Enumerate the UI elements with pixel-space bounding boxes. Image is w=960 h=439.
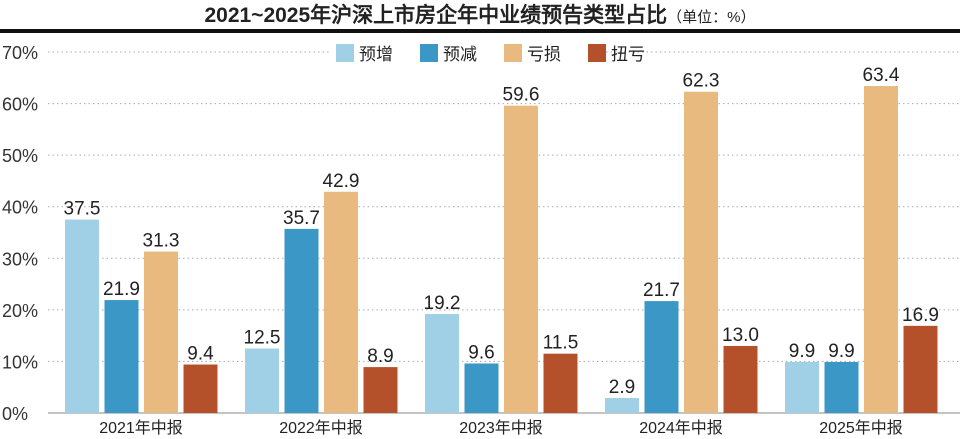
legend-label: 扭亏	[611, 45, 645, 64]
bar-预增-2025年中报	[785, 361, 819, 413]
y-tick-label: 70%	[2, 43, 38, 63]
legend-swatch	[336, 44, 354, 62]
data-label: 12.5	[244, 328, 281, 349]
data-label: 21.9	[103, 279, 140, 300]
data-label: 42.9	[323, 171, 360, 192]
title-rule	[0, 29, 960, 33]
bar-预减-2023年中报	[464, 363, 499, 413]
data-label: 9.6	[468, 342, 494, 363]
y-tick-label: 50%	[2, 146, 38, 166]
bar-预增-2021年中报	[65, 219, 99, 413]
legend-bg	[330, 40, 600, 66]
data-label: 16.9	[902, 305, 939, 326]
data-label: 9.9	[789, 341, 815, 362]
data-label: 9.4	[187, 344, 214, 365]
x-tick-label: 2021年中报	[99, 419, 183, 437]
y-tick-label: 60%	[2, 95, 38, 115]
bar-亏损-2023年中报	[504, 105, 538, 414]
bar-预增-2023年中报	[425, 313, 459, 413]
y-tick-label: 40%	[2, 198, 38, 218]
bar-预减-2022年中报	[284, 228, 319, 413]
bar-扭亏-2024年中报	[723, 345, 758, 413]
y-tick-label: 10%	[2, 352, 38, 372]
y-tick-label: 30%	[2, 249, 38, 269]
chart-title: 2021~2025年沪深上市房企年中业绩预告类型占比（单位：%）	[204, 3, 755, 27]
bar-亏损-2022年中报	[324, 191, 358, 413]
data-label: 59.6	[503, 85, 540, 106]
data-label: 8.9	[367, 346, 393, 367]
bar-预增-2024年中报	[605, 398, 639, 413]
bar-亏损-2024年中报	[684, 91, 718, 414]
x-tick-label: 2025年中报	[819, 419, 903, 437]
data-label: 9.9	[828, 341, 854, 362]
bar-亏损-2025年中报	[864, 86, 898, 413]
bar-预减-2024年中报	[644, 301, 679, 413]
legend-swatch	[420, 44, 438, 62]
bar-扭亏-2022年中报	[363, 367, 398, 413]
legend-swatch	[588, 44, 606, 62]
data-label: 63.4	[863, 65, 900, 86]
bar-扭亏-2025年中报	[903, 325, 938, 413]
chart-title-text: 2021~2025年沪深上市房企年中业绩预告类型占比	[204, 3, 667, 27]
data-label: 35.7	[283, 208, 320, 229]
data-label: 13.0	[722, 325, 759, 346]
legend-label: 预减	[443, 45, 477, 64]
x-tick-label: 2023年中报	[459, 419, 543, 437]
legend-label: 预增	[359, 45, 393, 64]
data-label: 62.3	[683, 71, 720, 92]
data-label: 31.3	[143, 231, 180, 252]
x-tick-label: 2024年中报	[639, 419, 723, 437]
data-label: 19.2	[424, 293, 461, 314]
bar-预增-2022年中报	[245, 348, 279, 413]
bar-亏损-2021年中报	[144, 251, 178, 413]
y-tick-label: 0%	[2, 404, 28, 424]
unit-note: （单位：%）	[667, 9, 755, 26]
y-tick-label: 20%	[2, 301, 38, 321]
legend-swatch	[504, 44, 522, 62]
bar-扭亏-2023年中报	[543, 353, 578, 413]
x-tick-label: 2022年中报	[279, 419, 363, 437]
legend-label: 亏损	[527, 45, 561, 64]
data-label: 37.5	[64, 199, 101, 220]
bar-扭亏-2021年中报	[183, 364, 218, 413]
data-label: 2.9	[609, 377, 635, 398]
bar-预减-2025年中报	[824, 361, 859, 413]
data-label: 11.5	[543, 333, 579, 354]
data-label: 21.7	[643, 280, 680, 301]
bar-预减-2021年中报	[104, 300, 139, 413]
